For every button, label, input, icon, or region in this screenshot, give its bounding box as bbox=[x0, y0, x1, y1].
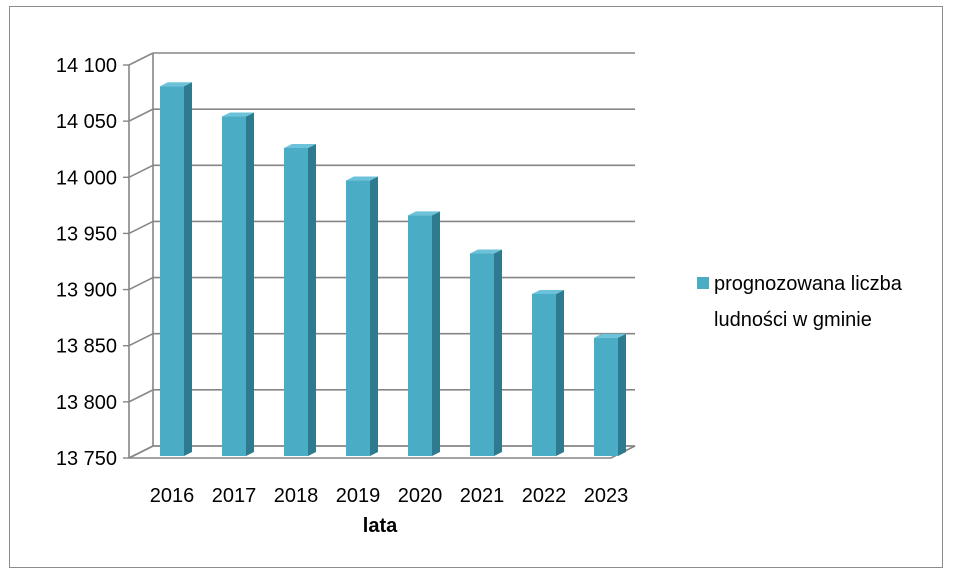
bar bbox=[408, 215, 432, 456]
bar bbox=[222, 116, 246, 456]
bar-side bbox=[370, 176, 378, 456]
gridline-connector bbox=[128, 220, 154, 235]
gridline-connector bbox=[128, 164, 154, 179]
x-tick-label: 2018 bbox=[274, 485, 319, 507]
bar-top bbox=[160, 82, 192, 87]
x-tick-label: 2023 bbox=[584, 485, 629, 507]
y-tick-label: 14 100 bbox=[56, 55, 117, 77]
y-tick-labels: 13 750 13 800 13 850 13 900 13 950 14 000 14 0… bbox=[56, 55, 117, 470]
bar-chart: 13 750 13 800 13 850 13 900 13 950 14 000 14 0… bbox=[56, 52, 903, 537]
bar-top bbox=[470, 249, 502, 254]
gridline-connector bbox=[128, 52, 154, 66]
y-tick-label: 14 050 bbox=[56, 111, 117, 133]
bar-side bbox=[432, 211, 440, 456]
bar-top bbox=[594, 333, 626, 338]
bar bbox=[160, 86, 184, 456]
gridline-connector bbox=[128, 332, 154, 347]
bar-top bbox=[222, 112, 254, 117]
bar bbox=[284, 147, 308, 456]
legend: prognozowana liczba ludności w gminie bbox=[697, 273, 903, 331]
bar bbox=[532, 293, 556, 456]
axes bbox=[123, 53, 636, 459]
x-tick-labels: 2016 2017 2018 2019 2020 2021 2022 2023 bbox=[150, 485, 629, 507]
bar-side bbox=[494, 249, 502, 456]
x-tick-label: 2019 bbox=[336, 485, 381, 507]
y-tick-label: 14 000 bbox=[56, 167, 117, 189]
x-tick-label: 2021 bbox=[460, 485, 505, 507]
x-tick-label: 2017 bbox=[212, 485, 257, 507]
bar-side bbox=[184, 82, 192, 456]
y-tick-label: 13 800 bbox=[56, 392, 117, 414]
bar bbox=[346, 180, 370, 456]
bars bbox=[160, 82, 626, 456]
x-axis-title: lata bbox=[363, 515, 398, 537]
x-tick-label: 2022 bbox=[522, 485, 567, 507]
y-tick-label: 13 900 bbox=[56, 280, 117, 302]
y-tick-label: 13 850 bbox=[56, 336, 117, 358]
bar-side bbox=[618, 333, 626, 456]
y-tick-label: 13 950 bbox=[56, 223, 117, 245]
legend-label-line2: ludności w gminie bbox=[714, 309, 872, 331]
bar-top bbox=[346, 176, 378, 181]
gridline-connector bbox=[128, 276, 154, 291]
legend-swatch bbox=[697, 277, 709, 289]
bar-side bbox=[308, 143, 316, 456]
gridline-connector bbox=[128, 108, 154, 122]
x-tick-label: 2016 bbox=[150, 485, 195, 507]
bar-side bbox=[556, 289, 564, 456]
bar-top bbox=[284, 143, 316, 148]
bar-side bbox=[246, 112, 254, 456]
bar-top bbox=[408, 211, 440, 216]
gridline-connector bbox=[128, 389, 154, 403]
chart-frame: 13 750 13 800 13 850 13 900 13 950 14 000 14 0… bbox=[9, 6, 943, 568]
bar-top bbox=[532, 289, 564, 294]
x-tick-label: 2020 bbox=[398, 485, 443, 507]
bar bbox=[594, 337, 618, 456]
legend-label-line1: prognozowana liczba bbox=[714, 273, 903, 295]
bar bbox=[470, 253, 494, 456]
floor bbox=[128, 445, 636, 459]
y-tick-label: 13 750 bbox=[56, 448, 117, 470]
